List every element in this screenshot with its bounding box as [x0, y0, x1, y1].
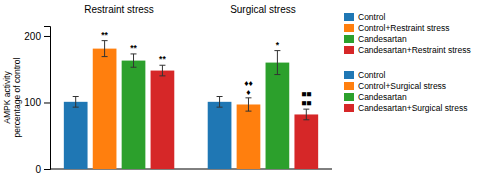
legend-label: Candesartan+Restraint stress [358, 45, 471, 55]
group-title: Surgical stress [230, 4, 296, 15]
legend-label: Control [358, 70, 386, 80]
y-tick-mark [44, 102, 50, 103]
legend-swatch [344, 46, 354, 54]
y-axis: 0 100 200 [24, 27, 50, 175]
error-bar [217, 97, 223, 108]
bar-group [64, 41, 174, 169]
legend-item: Control+Surgical stress [344, 81, 446, 91]
chart-svg: 0 100 200 AMPK activitypercentage of contro… [0, 0, 500, 177]
y-tick-label: 0 [35, 164, 41, 175]
x-axis-line [50, 169, 332, 170]
legend-swatch [344, 93, 354, 101]
group-title: Restraint stress [84, 4, 153, 15]
y-tick-mark [44, 36, 50, 37]
bar [208, 102, 232, 169]
legend-label: Control [358, 12, 386, 22]
y-axis-title-line: percentage of control [12, 57, 22, 137]
error-bar [303, 109, 309, 120]
y-axis-title-line: AMPK activity [2, 71, 12, 124]
bar [237, 104, 261, 169]
legend-item: Candesartan+Restraint stress [344, 45, 471, 55]
legend-label: Candesartan+Surgical stress [358, 103, 467, 113]
bar [93, 49, 117, 169]
bar-group [208, 51, 318, 169]
annotation: ** [101, 30, 108, 40]
y-tick-mark [44, 169, 50, 170]
annotations: ** ** ** ♦♦♦ * ■■■■ [101, 30, 311, 109]
annotation: * [276, 40, 280, 50]
bar [122, 61, 146, 169]
y-axis-title: AMPK activitypercentage of control [2, 57, 22, 137]
legend-swatch [344, 71, 354, 79]
error-bar [274, 51, 280, 75]
annotation: ** [130, 43, 137, 53]
y-tick: 100 [24, 97, 50, 108]
y-tick-label: 200 [24, 31, 41, 42]
y-tick: 0 [35, 164, 50, 175]
annotation: ■■ [301, 89, 311, 99]
annotation: ** [159, 54, 166, 64]
legend-swatch [344, 104, 354, 112]
bar [266, 63, 290, 169]
y-axis-line [44, 27, 51, 170]
legend-label: Control+Surgical stress [358, 81, 446, 91]
bar [64, 102, 88, 169]
annotation: ♦ [246, 87, 251, 97]
legend-label: Control+Restraint stress [358, 23, 449, 33]
legend-label: Candesartan [358, 34, 407, 44]
legend: ControlControl+Surgical stressCandesarta… [344, 70, 467, 113]
legend-item: Control [344, 70, 386, 80]
legend-label: Candesartan [358, 92, 407, 102]
plot-area [64, 41, 318, 169]
legend-item: Candesartan [344, 92, 407, 102]
y-tick: 200 [24, 31, 50, 42]
legend-swatch [344, 24, 354, 32]
annotation: ♦♦ [244, 78, 253, 88]
bar [294, 114, 318, 169]
legend-swatch [344, 13, 354, 21]
legend-item: Control+Restraint stress [344, 23, 449, 33]
legend-item: Control [344, 12, 386, 22]
legend-swatch [344, 82, 354, 90]
y-tick-label: 100 [24, 97, 41, 108]
legend-item: Candesartan [344, 34, 407, 44]
error-bar [73, 97, 79, 108]
error-bar [102, 41, 108, 57]
bar [151, 71, 175, 169]
annotation: ■■ [301, 98, 311, 108]
legend: ControlControl+Restraint stressCandesart… [344, 12, 471, 55]
error-bar [245, 98, 251, 111]
legend-item: Candesartan+Surgical stress [344, 103, 467, 113]
error-bar [131, 54, 137, 67]
legend-swatch [344, 35, 354, 43]
error-bar [159, 65, 165, 76]
